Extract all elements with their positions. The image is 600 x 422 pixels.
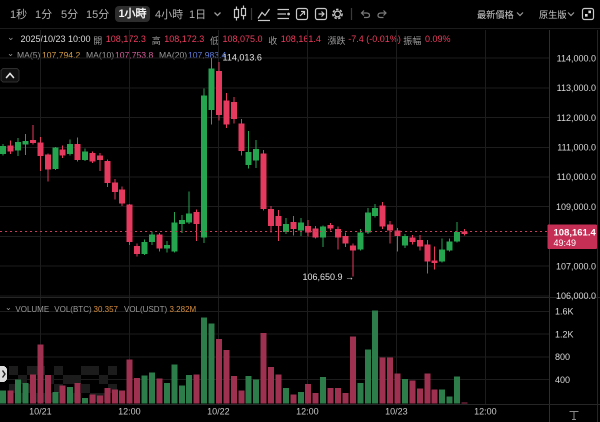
svg-text:106,000.0: 106,000.0 — [556, 291, 596, 301]
svg-text:107,000.0: 107,000.0 — [556, 261, 596, 271]
svg-text:800: 800 — [555, 352, 570, 362]
svg-text:400: 400 — [555, 375, 570, 385]
svg-text:1.6K: 1.6K — [555, 307, 574, 317]
svg-text:109,000.0: 109,000.0 — [556, 202, 596, 212]
svg-text:49:49: 49:49 — [554, 238, 577, 248]
svg-text:114,000.0: 114,000.0 — [557, 53, 596, 63]
svg-text:12:00: 12:00 — [474, 407, 497, 417]
svg-text:113,000.0: 113,000.0 — [557, 83, 596, 93]
svg-text:12:00: 12:00 — [118, 407, 141, 417]
svg-text:10/22: 10/22 — [207, 407, 230, 417]
svg-text:114,013.6: 114,013.6 — [223, 53, 262, 63]
svg-text:1.2K: 1.2K — [555, 329, 574, 339]
svg-text:12:00: 12:00 — [296, 407, 319, 417]
svg-text:10/21: 10/21 — [29, 407, 52, 417]
svg-text:112,000.0: 112,000.0 — [557, 113, 596, 123]
svg-text:108,161.4: 108,161.4 — [554, 228, 597, 239]
svg-text:106,650.9 →: 106,650.9 → — [302, 272, 354, 282]
svg-text:111,000.0: 111,000.0 — [557, 143, 596, 153]
svg-text:10/23: 10/23 — [385, 407, 408, 417]
svg-text:110,000.0: 110,000.0 — [557, 172, 596, 182]
